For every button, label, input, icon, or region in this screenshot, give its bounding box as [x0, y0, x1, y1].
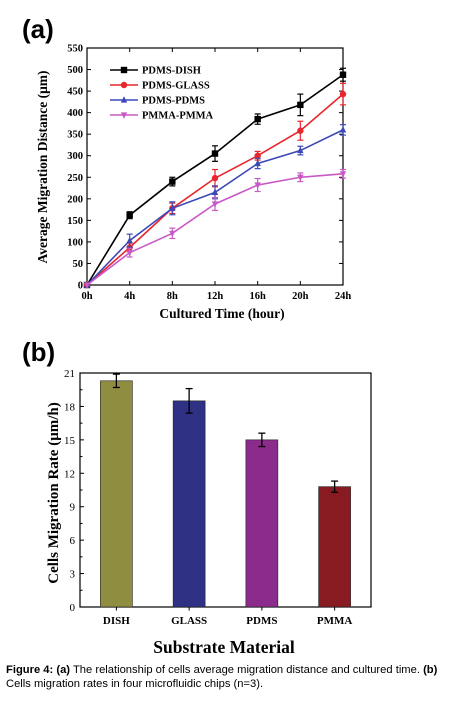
- panel-b-y-axis-title: Cells Migration Rate (μm/h): [46, 402, 62, 583]
- panel-b-bar-chart: (b) 0 3 6 9 12 15 18 21 DISH GLASS PDMS PMMA Substr…: [22, 337, 372, 657]
- x-tick-label: GLASS: [171, 615, 207, 627]
- legend-label: PMMA-PMMA: [142, 111, 214, 122]
- x-tick-label: PDMS: [246, 615, 277, 627]
- caption-a-text: The relationship of cells average migrat…: [70, 664, 424, 676]
- caption-b-text: Cells migration rates in four microfluid…: [6, 678, 264, 690]
- legend-entry-pmma-pmma: PMMA-PMMA: [110, 111, 214, 122]
- y-tick-label: 250: [67, 173, 83, 184]
- y-tick-label: 9: [70, 502, 76, 514]
- series-pmma-pmma: [83, 168, 347, 289]
- y-tick-label: 50: [73, 259, 84, 270]
- figure-caption: Figure 4: (a) The relationship of cells …: [6, 663, 456, 691]
- x-tick-label: 8h: [167, 291, 178, 302]
- panel-b-x-axis-title: Substrate Material: [153, 637, 295, 657]
- data-point: [169, 230, 176, 238]
- panel-a-legend: PDMS-DISH PDMS-GLASS PDMS-PDMS PMMA-PMMA: [110, 66, 214, 122]
- bar-dish: [100, 380, 133, 608]
- y-tick-label: 450: [67, 87, 83, 98]
- x-tick-label: DISH: [103, 615, 130, 627]
- x-tick-label: 0h: [81, 291, 92, 302]
- panel-a-x-axis-title: Cultured Time (hour): [159, 306, 284, 321]
- data-point: [169, 204, 176, 211]
- data-point: [120, 81, 128, 89]
- bar-pmma: [318, 486, 351, 608]
- y-tick-label: 12: [64, 468, 75, 480]
- y-tick-label: 6: [70, 535, 76, 547]
- data-point: [120, 96, 128, 103]
- data-point: [297, 174, 304, 182]
- data-point: [211, 150, 219, 157]
- panel-b-ticks: 0 3 6 9 12 15 18 21 DISH GLASS PDMS PMMA: [64, 368, 352, 627]
- data-point: [254, 115, 261, 123]
- data-point: [120, 112, 128, 119]
- y-tick-label: 500: [67, 65, 83, 76]
- legend-entry-pdms-pdms: PDMS-PDMS: [110, 96, 205, 107]
- data-point: [126, 236, 133, 244]
- data-point: [297, 127, 304, 134]
- caption-b-label: (b): [423, 664, 438, 676]
- x-tick-label: 16h: [249, 291, 266, 302]
- caption-prefix: Figure 4:: [6, 664, 54, 676]
- legend-entry-pdms-glass: PDMS-GLASS: [110, 81, 210, 92]
- data-point: [297, 146, 304, 154]
- y-tick-label: 150: [67, 216, 83, 227]
- x-tick-label: 24h: [335, 291, 352, 302]
- legend-label: PDMS-DISH: [142, 66, 201, 77]
- data-point: [211, 188, 219, 195]
- data-point: [254, 159, 261, 167]
- y-tick-label: 100: [67, 237, 83, 248]
- x-tick-label: 20h: [292, 291, 309, 302]
- panel-b-label: (b): [22, 337, 55, 367]
- data-point: [211, 174, 219, 182]
- data-point: [83, 282, 91, 289]
- data-point: [254, 182, 261, 189]
- x-tick-label: 12h: [207, 291, 224, 302]
- legend-label: PDMS-PDMS: [142, 96, 205, 107]
- y-tick-label: 0: [70, 602, 76, 614]
- y-tick-label: 350: [67, 130, 83, 141]
- y-tick-label: 18: [64, 401, 76, 413]
- data-point: [211, 201, 219, 208]
- legend-label: PDMS-GLASS: [142, 81, 210, 92]
- x-tick-label: PMMA: [317, 615, 352, 627]
- panel-a-label: (a): [22, 14, 54, 44]
- panel-a-line-chart: (a) 0 50 100 150 200 250 300 350 400 450 500 550 0h 4…: [22, 14, 351, 321]
- data-point: [339, 71, 347, 78]
- panel-a-ticks: 0 50 100 150 200 250 300 350 400 450 500 550 0h 4h 8h 1…: [67, 44, 351, 303]
- y-tick-label: 15: [64, 435, 76, 447]
- y-tick-label: 300: [67, 151, 83, 162]
- y-tick-label: 200: [67, 194, 83, 205]
- y-tick-label: 550: [67, 44, 83, 55]
- data-point: [297, 101, 304, 109]
- caption-a-label: (a): [56, 664, 71, 676]
- y-tick-label: 3: [70, 569, 76, 581]
- panel-a-series: [83, 67, 347, 289]
- data-point: [339, 126, 347, 133]
- series-pdms-pdms: [83, 124, 347, 288]
- y-tick-label: 400: [67, 108, 83, 119]
- data-point: [126, 250, 133, 257]
- bar-glass: [172, 400, 206, 608]
- data-point: [339, 90, 347, 98]
- data-point: [126, 211, 133, 219]
- panel-b-bars: [100, 373, 351, 608]
- panel-a-y-axis-title: Average Migration Distance (μm): [35, 71, 50, 264]
- data-point: [169, 178, 176, 185]
- y-tick-label: 21: [64, 368, 75, 380]
- x-tick-label: 4h: [124, 291, 135, 302]
- y-tick-label: 0: [78, 281, 83, 292]
- data-point: [120, 66, 128, 74]
- bar-pdms: [245, 439, 279, 608]
- data-point: [339, 171, 347, 178]
- data-point: [254, 152, 261, 159]
- legend-entry-pdms-dish: PDMS-DISH: [110, 66, 201, 77]
